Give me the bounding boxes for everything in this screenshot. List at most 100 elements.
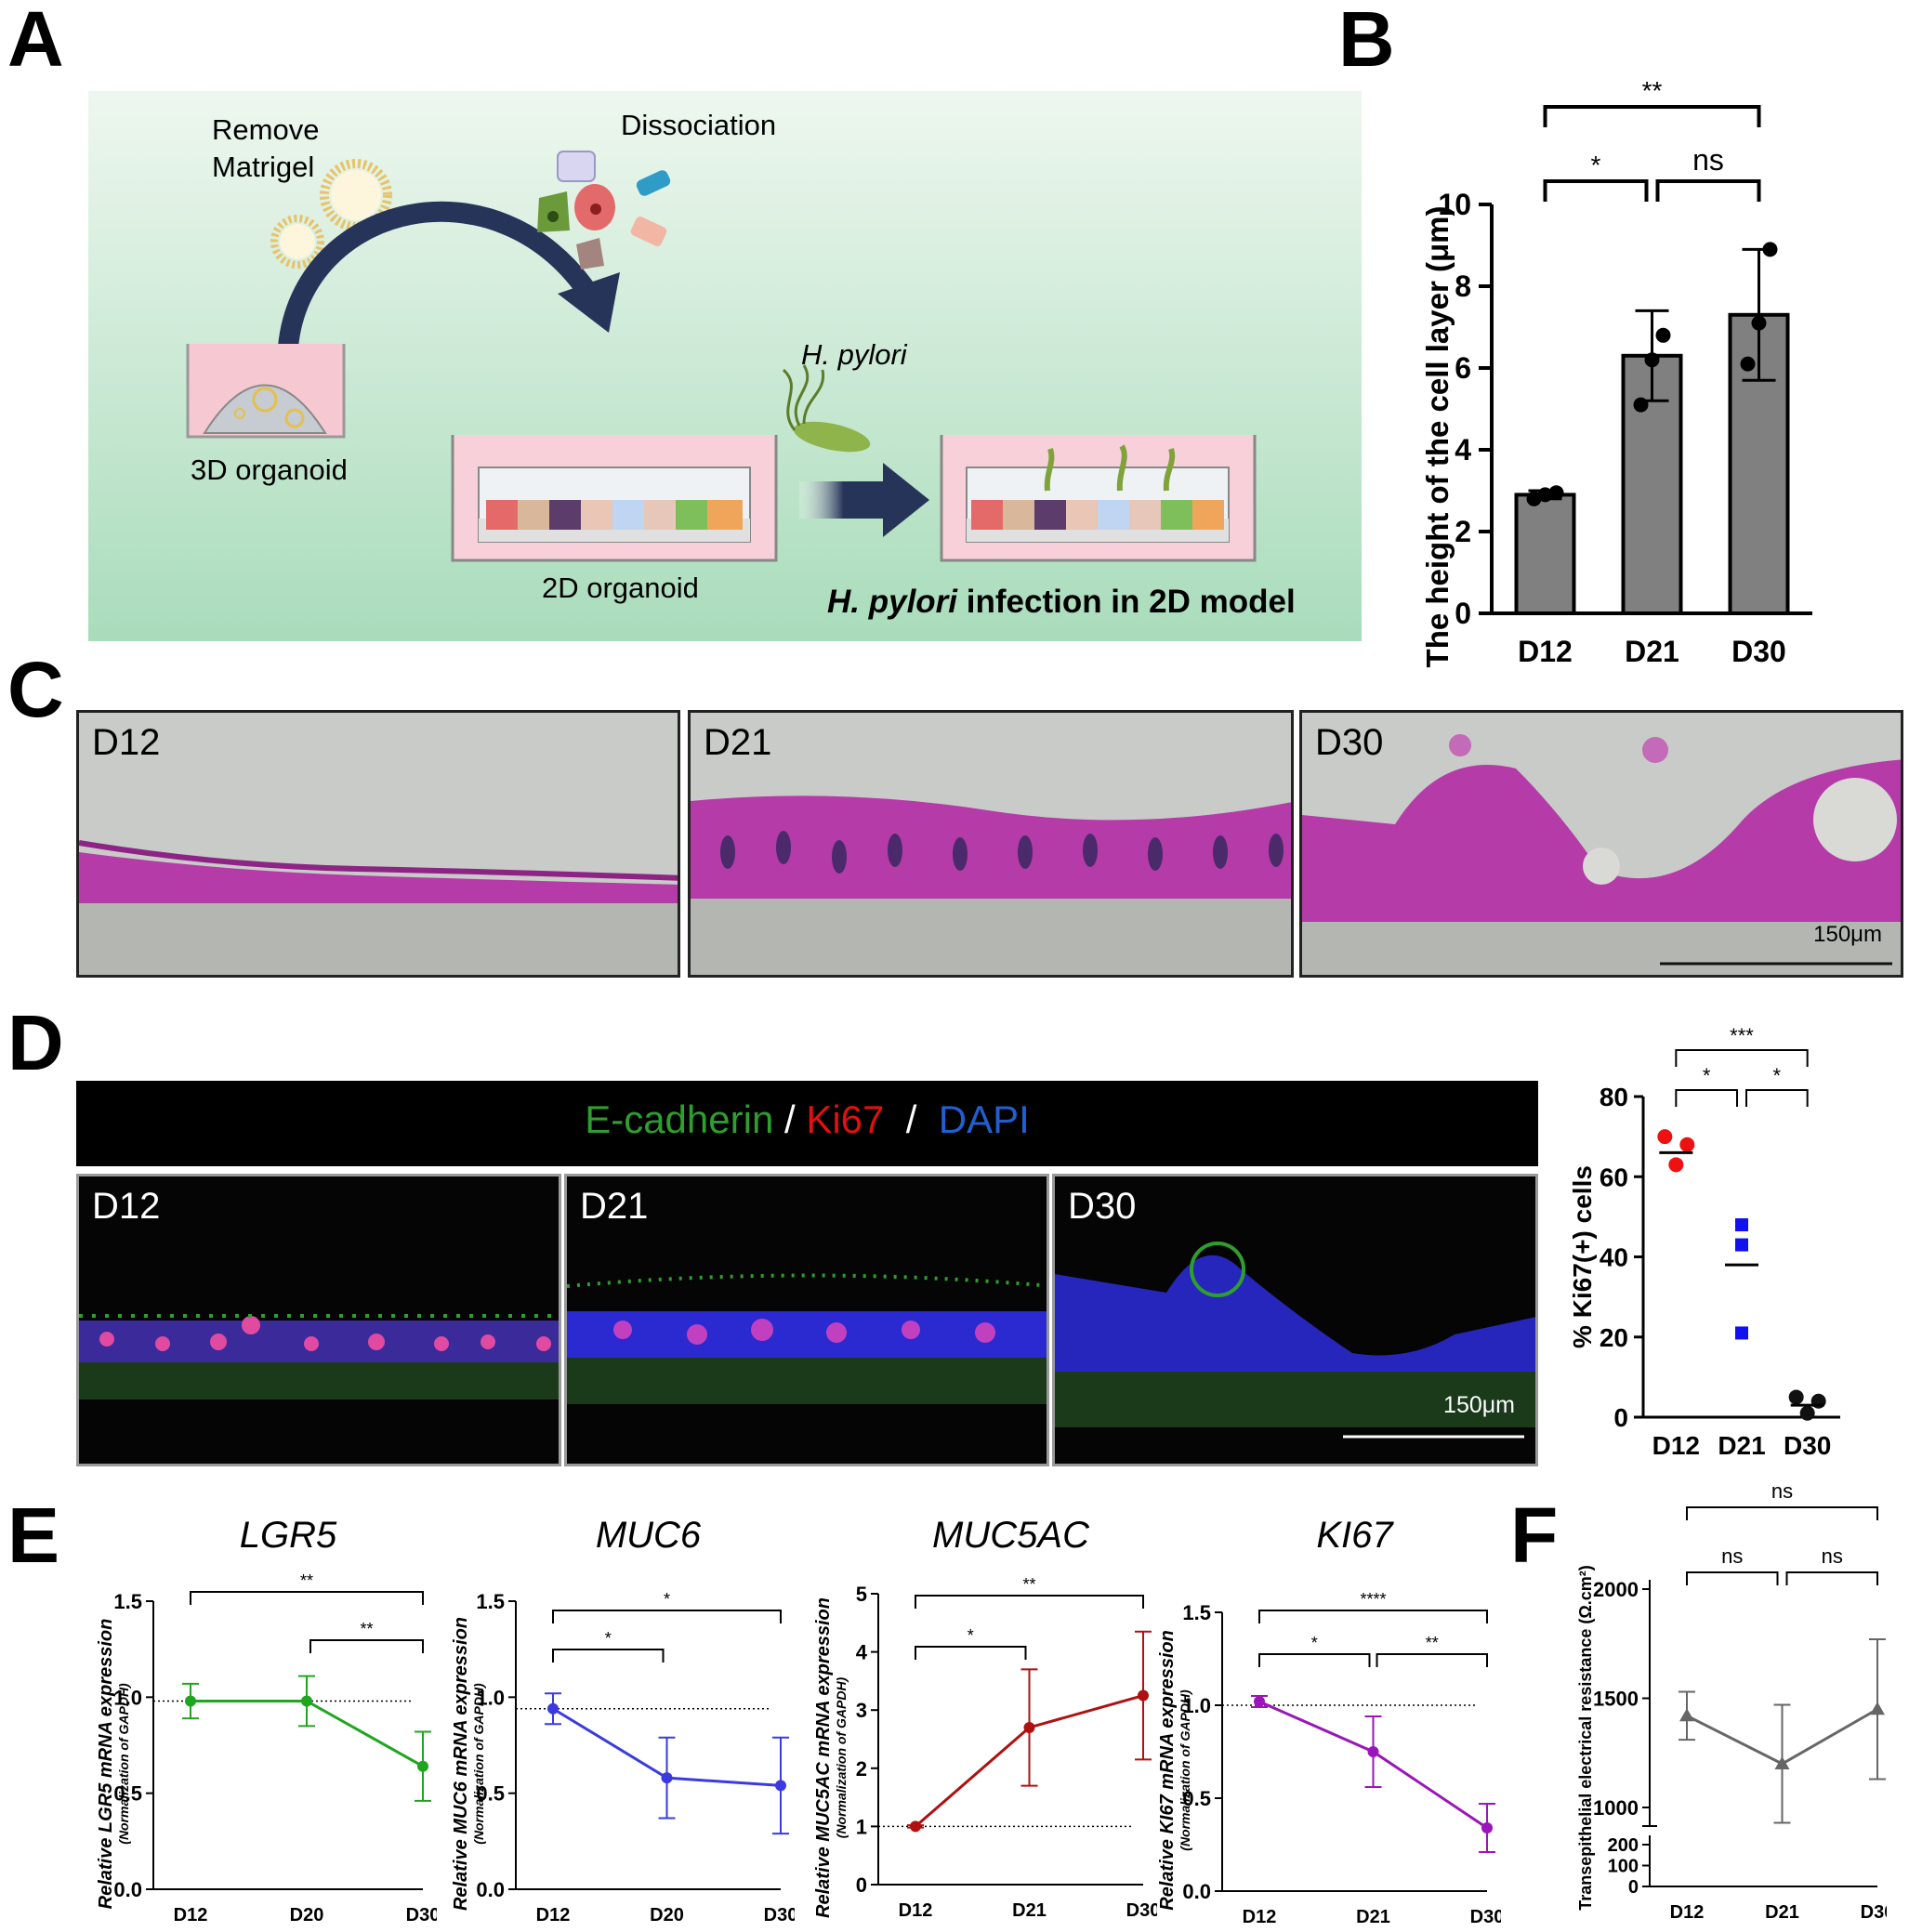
significance-label: * <box>605 1629 612 1648</box>
organoid-3d-well-icon <box>186 344 346 439</box>
y-tick-label: 0.0 <box>113 1878 142 1901</box>
y-tick-label: 1500 <box>1593 1688 1639 1711</box>
data-point <box>1799 1405 1815 1421</box>
significance-bracket <box>915 1595 1144 1609</box>
straight-arrow-icon <box>799 481 888 519</box>
histology-label-d12: D12 <box>92 722 161 763</box>
hpylori-bacterium-icon <box>782 364 871 453</box>
data-point <box>661 1772 673 1784</box>
y-axis-label: Relative MUC6 mRNA expression <box>451 1617 471 1911</box>
matrigel-label: Matrigel <box>212 151 315 183</box>
if-legend: E-cadherin / Ki67 / DAPI <box>585 1097 1030 1141</box>
significance-bracket <box>190 1591 424 1605</box>
infected-transwell-icon <box>940 435 1257 562</box>
data-point <box>1138 1689 1149 1702</box>
chart-muc6-expression: MUC6 0.0 0.5 1.0 1.5 D12 D20 D30 Relative MUC6 m… <box>451 1515 795 1925</box>
significance-label: ** <box>1426 1634 1439 1652</box>
y-tick-label: 3 <box>856 1699 867 1722</box>
data-point <box>1633 397 1649 413</box>
matrigel-ring-icon <box>270 159 392 269</box>
data-point <box>1735 1326 1748 1340</box>
data-point <box>1679 1137 1695 1152</box>
transwell-2d-icon <box>451 435 778 562</box>
y-axis-label: Relative MUC5AC mRNA expression <box>813 1597 834 1918</box>
significance-bracket <box>1675 1049 1809 1067</box>
y-tick-label: 0.5 <box>113 1782 142 1806</box>
significance-bracket <box>1655 179 1761 202</box>
significance-bracket <box>552 1649 665 1663</box>
x-tick-label: D21 <box>1765 1902 1799 1923</box>
significance-bracket <box>1258 1653 1371 1667</box>
panel-label-a: A <box>7 0 64 83</box>
if-label-d21: D21 <box>580 1186 649 1227</box>
significance-bracket <box>1675 1089 1738 1107</box>
data-point <box>185 1695 196 1707</box>
x-tick-label: D30 <box>1126 1900 1157 1921</box>
y-tick-label: 0 <box>1455 597 1471 630</box>
significance-bracket <box>1258 1610 1488 1623</box>
chart-title: MUC6 <box>596 1515 702 1556</box>
y-tick-label: 1 <box>856 1815 867 1838</box>
significance-label: *** <box>1730 1024 1754 1047</box>
data-point <box>1762 242 1778 257</box>
significance-label: * <box>1773 1064 1782 1087</box>
x-tick-label: D21 <box>1012 1900 1047 1921</box>
y-tick-label: 4 <box>856 1641 868 1664</box>
significance-bracket <box>1745 1089 1809 1107</box>
data-point <box>1740 356 1756 372</box>
y-axis-sublabel: (Normalization of GAPDH) <box>1178 1689 1192 1851</box>
y-axis-label: % Ki67(+) cells <box>1568 1165 1597 1348</box>
y-tick-label: 0.5 <box>1182 1787 1211 1810</box>
y-tick-label: 1.5 <box>1182 1601 1211 1624</box>
if-label-d12: D12 <box>92 1186 161 1227</box>
histology-label-d21: D21 <box>704 722 772 763</box>
bar <box>1728 312 1790 615</box>
data-point <box>547 1702 559 1715</box>
legend-ecad: E-cadherin <box>585 1097 774 1141</box>
dissociated-cells-icon <box>537 151 671 269</box>
chart-lgr5-expression: LGR5 0.0 0.5 1.0 1.5 D12 D20 D30 Relative LGR5 m… <box>96 1515 437 1925</box>
y-tick-label: 1000 <box>1593 1796 1639 1820</box>
data-point <box>910 1820 921 1833</box>
data-point <box>1751 315 1767 331</box>
y-tick-label: 8 <box>1455 269 1471 303</box>
x-tick-label: D30 <box>1784 1431 1831 1460</box>
if-d30-image: D30 150μm <box>1052 1174 1538 1466</box>
y-tick-label: 10 <box>1438 188 1471 221</box>
x-tick-label: D20 <box>650 1905 684 1925</box>
data-point <box>1644 352 1660 368</box>
x-tick-label: D21 <box>1718 1431 1765 1460</box>
y-tick-label: 1.0 <box>476 1686 505 1709</box>
chart-ki67-expression: KI67 0.0 0.5 1.0 1.5 D12 D21 D30 Relative KI67 m… <box>1157 1515 1501 1927</box>
histology-d30-image: D30 150μm <box>1299 710 1903 978</box>
significance-label: ** <box>360 1620 373 1638</box>
significance-bracket <box>1376 1653 1488 1667</box>
significance-bracket <box>1543 179 1649 202</box>
x-tick-label: D30 <box>1731 635 1786 668</box>
chart-title: LGR5 <box>240 1515 337 1556</box>
significance-label: * <box>1311 1634 1318 1652</box>
data-point <box>1526 491 1542 506</box>
data-point <box>417 1760 428 1772</box>
y-tick-label: 0 <box>1613 1403 1628 1432</box>
x-tick-label: D12 <box>536 1905 571 1925</box>
data-point <box>775 1780 786 1792</box>
histology-scale-label: 150μm <box>1813 922 1882 947</box>
y-tick-label: 0.0 <box>476 1878 505 1901</box>
data-point <box>1668 1157 1684 1173</box>
if-d12-image: D12 <box>76 1174 561 1466</box>
histology-d21-image: D21 <box>688 710 1294 978</box>
significance-label: ns <box>1692 143 1724 177</box>
significance-label: ns <box>1721 1544 1743 1568</box>
panel-label-d: D <box>7 999 64 1086</box>
panel-label-c: C <box>7 646 64 733</box>
chart-title: MUC5AC <box>932 1515 1090 1556</box>
histology-d12-image: D12 <box>76 710 680 978</box>
histology-label-d30: D30 <box>1315 722 1384 763</box>
y-tick-label: 0.0 <box>1182 1880 1211 1903</box>
y-tick-label: 2000 <box>1593 1578 1639 1601</box>
data-point <box>1679 1708 1694 1722</box>
y-tick-label: 0 <box>1628 1877 1639 1898</box>
y-axis-sublabel: (Normalization of GAPDH) <box>471 1683 486 1845</box>
